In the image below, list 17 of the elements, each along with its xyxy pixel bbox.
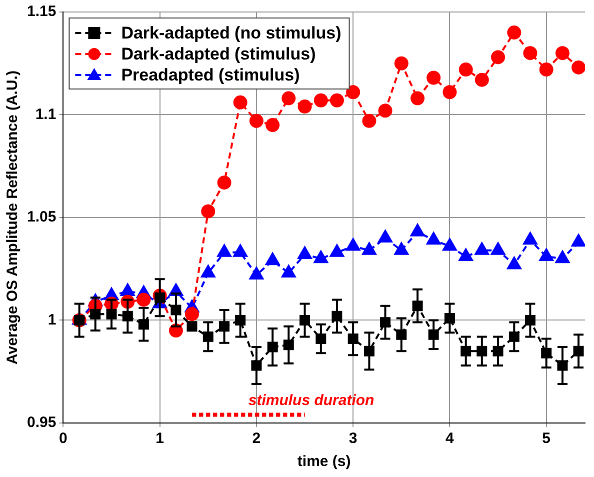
x-tick-label: 1 — [156, 430, 164, 448]
legend-label: Dark-adapted (no stimulus) — [121, 24, 342, 43]
y-axis-title: Average OS Amplitude Reflectance (A.U.) — [4, 70, 22, 364]
y-tick-label: 0.95 — [26, 414, 56, 432]
x-tick-label: 5 — [542, 430, 551, 448]
x-tick-label: 4 — [446, 430, 455, 448]
legend-label: Preadapted (stimulus) — [121, 66, 300, 85]
annotation: stimulus duration — [248, 392, 374, 409]
y-tick-label: 1 — [48, 311, 56, 328]
x-tick-label: 3 — [348, 430, 358, 448]
y-tick-label: 1.15 — [26, 3, 56, 20]
y-tick-label: 1.05 — [26, 208, 56, 226]
legend-label: Dark-adapted (stimulus) — [121, 44, 316, 64]
x-tick-label: 0 — [59, 430, 68, 448]
x-axis-title: time (s) — [297, 453, 351, 470]
x-tick-label: 2 — [252, 430, 261, 448]
y-tick-label: 1.1 — [35, 106, 56, 123]
